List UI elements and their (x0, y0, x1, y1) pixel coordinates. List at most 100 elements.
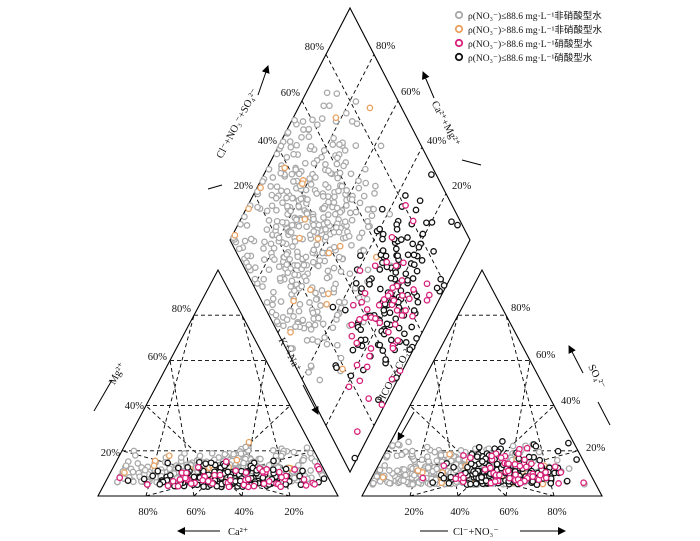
scatter-point (224, 468, 232, 476)
scatter-point (211, 471, 218, 479)
legend-item: ρ(NO₃⁻)>88.6 mg·L⁻¹非硝酸型水 (454, 24, 602, 36)
scatter-point (296, 301, 304, 308)
scatter-point (372, 182, 379, 190)
scatter-point (134, 460, 142, 467)
scatter-point (370, 205, 377, 213)
scatter-point (361, 165, 369, 173)
scatter-point (286, 307, 294, 315)
scatter-point (378, 401, 386, 409)
scatter-point (383, 258, 391, 266)
scatter-point (323, 300, 330, 308)
scatter-point (150, 462, 158, 470)
scatter-point (416, 197, 424, 205)
scatter-point (388, 375, 396, 383)
scatter-point (358, 285, 365, 292)
scatter-point (303, 223, 310, 231)
scatter-point (269, 466, 277, 474)
scatter-point (317, 302, 324, 309)
scatter-point (401, 330, 408, 338)
scatter-point (356, 199, 364, 207)
scatter-point (419, 474, 427, 482)
scatter-point (116, 474, 124, 482)
scatter-point (174, 464, 182, 472)
scatter-point (275, 234, 283, 242)
scatter-point (121, 469, 128, 476)
legend-marker (454, 52, 464, 62)
scatter-point (303, 210, 311, 218)
scatter-point (360, 247, 368, 254)
scatter-point (353, 339, 361, 347)
scatter-point (440, 474, 448, 482)
scatter-point (310, 160, 318, 167)
scatter-point (207, 459, 215, 467)
scatter-point (315, 465, 323, 473)
scatter-point (297, 481, 305, 489)
scatter-point (199, 476, 207, 484)
scatter-point (251, 275, 259, 283)
scatter-point (240, 481, 248, 489)
scatter-point (294, 253, 302, 261)
scatter-point (291, 271, 298, 278)
scatter-point (149, 472, 157, 480)
scatter-point (280, 322, 287, 330)
scatter-point (330, 199, 338, 206)
scatter-point (318, 115, 326, 122)
scatter-point (357, 326, 365, 334)
scatter-point (376, 285, 384, 293)
scatter-point (299, 316, 307, 324)
scatter-point (291, 287, 298, 295)
scatter-point (356, 377, 364, 385)
scatter-point (448, 218, 455, 226)
scatter-point (247, 235, 255, 243)
scatter-point (366, 104, 374, 112)
scatter-point (289, 194, 296, 202)
frame-layer (97, 6, 603, 497)
scatter-point (324, 211, 332, 219)
scatter-point (143, 481, 151, 488)
scatter-point (334, 174, 342, 182)
scatter-point (309, 258, 317, 266)
scatter-point (310, 228, 318, 235)
scatter-point (371, 262, 379, 270)
scatter-point (174, 482, 182, 490)
scatter-point (298, 180, 306, 188)
scatter-point (467, 460, 475, 468)
so4-axis-arrow (568, 345, 584, 374)
scatter-point (268, 202, 276, 210)
scatter-point (241, 237, 249, 245)
scatter-point (240, 459, 247, 467)
scatter-point (430, 248, 437, 255)
scatter-point (388, 233, 396, 241)
anion-bottom-tick: 60% (499, 507, 519, 518)
scatter-point (377, 142, 385, 150)
scatter-point (322, 181, 329, 188)
scatter-point (307, 362, 315, 370)
scatter-point (387, 336, 395, 344)
scatter-point (404, 251, 412, 259)
scatter-point (263, 207, 271, 215)
scatter-point (393, 467, 401, 475)
scatter-point (312, 289, 319, 297)
scatter-point (187, 480, 195, 487)
scatter-point (301, 215, 309, 223)
scatter-point (394, 337, 402, 344)
scatter-point (565, 439, 572, 447)
scatter-point (281, 164, 289, 172)
scatter-point (392, 315, 400, 323)
cation-triangle-frame (97, 268, 339, 497)
anion-right-ticks: 20% 40% 60% 80% (511, 303, 606, 454)
scatter-point (277, 452, 285, 460)
scatter-point (336, 141, 343, 148)
scatter-point (297, 195, 305, 203)
scatter-point (299, 118, 307, 125)
scatter-point (222, 458, 230, 466)
scatter-point (322, 233, 330, 241)
scatter-point (244, 252, 251, 260)
scatter-point (528, 460, 535, 468)
diamond-gridline (325, 54, 447, 287)
scatter-point (357, 252, 364, 259)
scatter-point (333, 364, 340, 372)
scatter-point (296, 472, 303, 480)
scatter-point (273, 183, 281, 191)
